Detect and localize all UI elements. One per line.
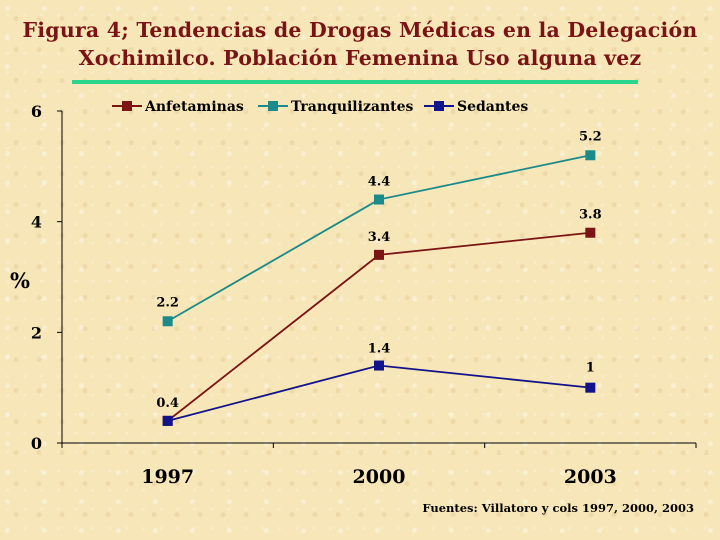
y-tick-label: 2 bbox=[31, 323, 42, 342]
data-label: 1 bbox=[586, 361, 595, 376]
y-tick-label: 6 bbox=[31, 102, 42, 121]
legend-marker-anfetaminas bbox=[122, 101, 132, 111]
x-tick-label: 2000 bbox=[353, 466, 406, 488]
data-point-sedantes bbox=[585, 382, 596, 393]
legend-marker-tranquilizantes bbox=[268, 101, 278, 111]
series-line-sedantes bbox=[167, 364, 591, 422]
data-label: 2.2 bbox=[156, 295, 179, 310]
legend-label: Tranquilizantes bbox=[291, 99, 414, 115]
data-point-tranquilizantes bbox=[374, 194, 384, 205]
data-label: 3.4 bbox=[368, 230, 391, 245]
title-underline bbox=[72, 80, 638, 84]
data-label: 0.4 bbox=[156, 396, 179, 411]
x-tick-label: 1997 bbox=[141, 466, 194, 488]
x-tick-label: 2003 bbox=[564, 466, 617, 488]
data-point-anfetaminas bbox=[374, 249, 384, 260]
chart-title-line-1: Figura 4; Tendencias de Drogas Médicas e… bbox=[22, 18, 698, 42]
data-point-tranquilizantes bbox=[162, 316, 173, 327]
data-point-sedantes bbox=[374, 360, 384, 371]
data-point-tranquilizantes bbox=[585, 150, 596, 161]
data-label: 3.8 bbox=[579, 208, 602, 223]
data-point-sedantes bbox=[162, 415, 173, 426]
data-label: 1.4 bbox=[368, 342, 391, 357]
data-label: 4.4 bbox=[368, 175, 391, 190]
legend-label: Sedantes bbox=[457, 99, 528, 115]
y-axis-label: % bbox=[10, 268, 30, 293]
y-tick-label: 0 bbox=[31, 434, 42, 453]
legend-label: Anfetaminas bbox=[144, 99, 244, 115]
data-label: 5.2 bbox=[579, 129, 602, 144]
chart-title: Figura 4; Tendencias de Drogas Médicas e… bbox=[0, 16, 720, 72]
chart-title-line-2: Xochimilco. Población Femenina Uso algun… bbox=[78, 46, 642, 70]
source-note: Fuentes: Villatoro y cols 1997, 2000, 20… bbox=[422, 501, 694, 515]
series-line-anfetaminas bbox=[167, 231, 591, 422]
data-point-anfetaminas bbox=[585, 227, 596, 238]
y-tick-label: 4 bbox=[31, 213, 42, 232]
legend-marker-sedantes bbox=[434, 101, 444, 111]
